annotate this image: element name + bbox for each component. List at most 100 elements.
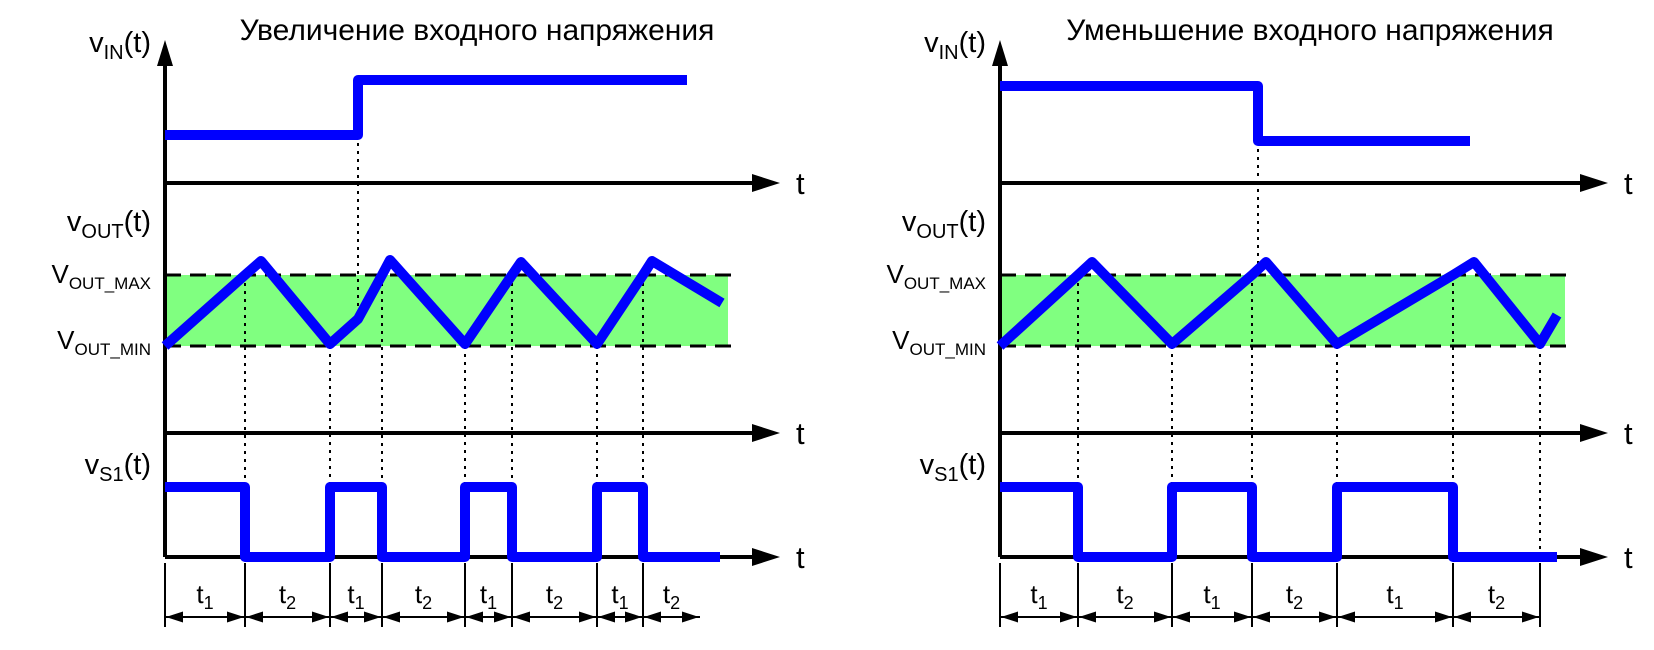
interval-arrow-left <box>513 611 530 623</box>
interval-label-4: t2 <box>415 579 432 613</box>
interval-arrow-right <box>1060 611 1077 623</box>
vertical-axis-arrow <box>992 40 1008 66</box>
vs1-axis-label: vS1(t) <box>920 449 986 486</box>
vout-axis-label-sub: OUT <box>81 221 123 243</box>
interval-arrow-right <box>1234 611 1251 623</box>
vout-max-label-sub: OUT_MAX <box>904 274 986 293</box>
interval-arrow-left <box>1001 611 1018 623</box>
interval-label-4-base: t <box>1286 579 1294 609</box>
vout-axis-label-base: v <box>902 206 917 238</box>
interval-label-2: t2 <box>1116 579 1133 613</box>
vs1-axis-label-base: v <box>85 449 100 481</box>
time-axis-arrow-2 <box>1580 424 1608 442</box>
interval-arrow-right <box>1522 611 1539 623</box>
vs1-axis-label-rest: (t) <box>959 449 986 481</box>
time-axis-label-2: t <box>796 416 805 451</box>
interval-label-1: t1 <box>196 579 213 613</box>
vin-axis-label: vIN(t) <box>89 27 151 64</box>
vout-axis-label: vOUT(t) <box>902 206 986 243</box>
interval-arrow-left <box>598 611 615 623</box>
vout-max-label-sub: OUT_MAX <box>69 274 151 293</box>
vertical-axis-arrow <box>157 40 173 66</box>
interval-arrow-left <box>166 611 183 623</box>
time-axis-arrow-1 <box>1580 174 1608 192</box>
interval-arrow-right <box>364 611 381 623</box>
time-axis-arrow-3 <box>752 548 780 566</box>
vin-axis-label: vIN(t) <box>924 27 986 64</box>
interval-label-1: t1 <box>1030 579 1047 613</box>
interval-label-2-sub: 2 <box>1124 593 1134 613</box>
interval-label-5-base: t <box>1386 579 1394 609</box>
interval-arrow-left <box>644 611 661 623</box>
interval-label-5-sub: 1 <box>1394 593 1404 613</box>
time-axis-arrow-3 <box>1580 548 1608 566</box>
vout-min-label: VOUT_MIN <box>57 325 151 359</box>
vout-waveform <box>161 255 725 350</box>
interval-label-2-base: t <box>279 579 287 609</box>
vs1-axis-label: vS1(t) <box>85 449 151 486</box>
interval-label-6-base: t <box>1488 579 1496 609</box>
interval-label-7: t1 <box>611 579 628 613</box>
vout-axis-label-rest: (t) <box>124 206 151 238</box>
interval-arrow-right <box>1319 611 1336 623</box>
interval-label-8: t2 <box>663 579 680 613</box>
vout-max-label: VOUT_MAX <box>886 259 986 293</box>
vin-axis-label-base: v <box>89 27 104 59</box>
interval-label-3-base: t <box>1203 579 1211 609</box>
time-axis-label-1: t <box>1624 166 1633 201</box>
vin-axis-label-rest: (t) <box>124 27 151 59</box>
interval-label-4-sub: 2 <box>422 593 432 613</box>
interval-label-3-sub: 1 <box>355 593 365 613</box>
vin-waveform <box>165 75 687 140</box>
vout-min-label-sub: OUT_MIN <box>75 340 152 359</box>
vout-axis-label-base: v <box>67 206 82 238</box>
interval-label-1-sub: 1 <box>1038 593 1048 613</box>
interval-label-4-sub: 2 <box>1293 593 1303 613</box>
vs1-axis-label-rest: (t) <box>124 449 151 481</box>
vout-axis-label: vOUT(t) <box>67 206 151 243</box>
vs1-axis-label-sub: S1 <box>934 464 958 486</box>
vs1-axis-label-base: v <box>920 449 935 481</box>
interval-arrow-right <box>682 611 699 623</box>
vout-min-label-base: V <box>57 325 75 355</box>
vout-min-label: VOUT_MIN <box>892 325 986 359</box>
interval-label-6-sub: 2 <box>1495 593 1505 613</box>
interval-arrow-left <box>246 611 263 623</box>
vin-axis-label-base: v <box>924 27 939 59</box>
time-axis-label-2: t <box>1624 416 1633 451</box>
vout-min-label-sub: OUT_MIN <box>910 340 987 359</box>
time-axis-label-1: t <box>796 166 805 201</box>
vin-axis-label-rest: (t) <box>959 27 986 59</box>
interval-label-5-base: t <box>480 579 488 609</box>
interval-arrow-right <box>227 611 244 623</box>
interval-label-3-sub: 1 <box>1211 593 1221 613</box>
panel-title: Уменьшение входного напряжения <box>1066 14 1553 47</box>
time-axis-arrow-1 <box>752 174 780 192</box>
vs1-axis-label-sub: S1 <box>99 464 123 486</box>
time-axis-label-3: t <box>796 540 805 575</box>
interval-label-8-base: t <box>663 579 671 609</box>
vin-waveform <box>1000 81 1470 146</box>
vout-min-label-base: V <box>892 325 910 355</box>
interval-label-2-sub: 2 <box>286 593 296 613</box>
interval-label-4-base: t <box>415 579 423 609</box>
vin-axis-label-sub: IN <box>939 42 959 64</box>
interval-arrow-left <box>1173 611 1190 623</box>
interval-arrow-left <box>466 611 483 623</box>
interval-label-6: t2 <box>1488 579 1505 613</box>
vs1-waveform <box>165 482 720 562</box>
interval-label-2-base: t <box>1116 579 1124 609</box>
vout-max-label-base: V <box>886 259 904 289</box>
interval-arrow-right <box>312 611 329 623</box>
interval-label-8-sub: 2 <box>670 593 680 613</box>
vout-axis-label-sub: OUT <box>916 221 958 243</box>
interval-label-5-sub: 1 <box>487 593 497 613</box>
interval-label-3-base: t <box>347 579 355 609</box>
interval-label-5: t1 <box>480 579 497 613</box>
interval-label-1-base: t <box>1030 579 1038 609</box>
interval-arrow-right <box>494 611 511 623</box>
interval-label-7-base: t <box>611 579 619 609</box>
vout-max-label-base: V <box>51 259 69 289</box>
